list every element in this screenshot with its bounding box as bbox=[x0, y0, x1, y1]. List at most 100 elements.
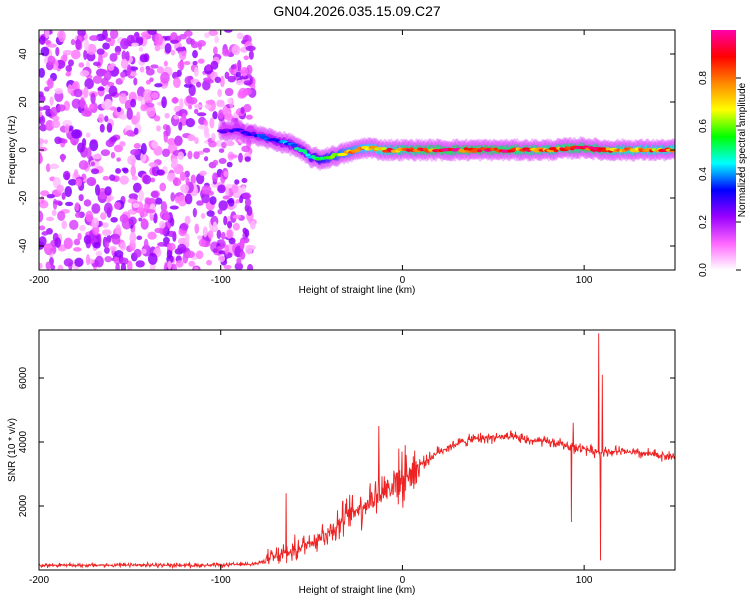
noise-blob bbox=[92, 75, 103, 84]
noise-blob bbox=[102, 42, 110, 50]
noise-blob bbox=[109, 30, 119, 39]
noise-blob bbox=[173, 115, 179, 120]
noise-blob bbox=[138, 46, 144, 52]
noise-blob bbox=[164, 42, 172, 54]
noise-blob bbox=[85, 132, 91, 138]
noise-blob bbox=[39, 124, 47, 132]
noise-blob bbox=[39, 67, 45, 78]
noise-blob bbox=[170, 192, 176, 202]
noise-blob bbox=[115, 224, 122, 237]
noise-blob bbox=[109, 106, 117, 111]
noise-blob bbox=[54, 237, 62, 248]
noise-blob bbox=[110, 151, 116, 159]
noise-blob bbox=[77, 142, 85, 153]
noise-blob bbox=[77, 232, 82, 241]
noise-blob bbox=[240, 66, 248, 77]
noise-blob bbox=[39, 225, 46, 231]
noise-blob bbox=[107, 64, 115, 71]
noise-blob bbox=[201, 184, 212, 195]
noise-blob bbox=[70, 38, 76, 46]
noise-blob bbox=[136, 36, 144, 43]
snr-x-axis: -200 -100 0 100 bbox=[29, 330, 593, 586]
noise-blob bbox=[85, 210, 94, 223]
noise-blob bbox=[49, 96, 54, 106]
noise-blob bbox=[136, 235, 143, 241]
noise-blob bbox=[177, 151, 185, 160]
noise-blob bbox=[205, 63, 212, 72]
noise-blob bbox=[155, 197, 163, 205]
noise-blob bbox=[167, 260, 172, 270]
noise-blob bbox=[197, 58, 205, 64]
noise-blob bbox=[73, 247, 82, 252]
noise-blob bbox=[222, 105, 229, 116]
noise-blob bbox=[138, 189, 145, 202]
noise-blob bbox=[91, 225, 100, 236]
noise-blob bbox=[218, 148, 225, 153]
noise-blob bbox=[202, 226, 208, 238]
noise-blob bbox=[109, 52, 118, 62]
noise-blob bbox=[103, 202, 113, 215]
noise-blob bbox=[68, 179, 77, 186]
noise-blob bbox=[84, 39, 90, 52]
noise-blob bbox=[193, 66, 199, 77]
noise-blob bbox=[241, 185, 246, 195]
noise-blob bbox=[51, 120, 61, 129]
noise-blob bbox=[212, 221, 218, 232]
noise-blob bbox=[240, 106, 245, 115]
noise-blob bbox=[212, 172, 218, 183]
noise-blob bbox=[213, 46, 218, 55]
noise-blob bbox=[120, 58, 129, 69]
ridge-core bbox=[250, 131, 257, 136]
noise-blob bbox=[194, 137, 199, 144]
noise-blob bbox=[93, 61, 101, 66]
noise-blob bbox=[223, 30, 233, 33]
noise-blob bbox=[57, 264, 64, 270]
snr-panel: -200 -100 0 100 2000 4000 6000 Height of stra… bbox=[7, 329, 676, 596]
noise-blob bbox=[223, 215, 228, 226]
noise-blob bbox=[148, 162, 158, 168]
x-tick-label: 0 bbox=[400, 275, 406, 286]
noise-blob bbox=[190, 174, 196, 184]
noise-blob bbox=[104, 115, 109, 122]
noise-blob bbox=[44, 30, 50, 39]
noise-blob bbox=[78, 194, 84, 202]
noise-blob bbox=[86, 43, 97, 55]
noise-blob bbox=[130, 98, 137, 108]
noise-blob bbox=[172, 177, 182, 187]
noise-blob bbox=[218, 158, 227, 165]
snr-plot-area bbox=[39, 333, 675, 570]
noise-blob bbox=[154, 83, 163, 88]
noise-blob bbox=[224, 87, 234, 97]
noise-blob bbox=[137, 95, 143, 102]
noise-blob bbox=[227, 197, 235, 207]
noise-blob bbox=[242, 192, 251, 200]
noise-blob bbox=[217, 88, 223, 98]
noise-blob bbox=[245, 244, 253, 255]
snr-y-axis: 2000 4000 6000 bbox=[18, 366, 675, 517]
noise-blob bbox=[187, 134, 196, 142]
noise-blob bbox=[198, 238, 207, 247]
noise-blob bbox=[115, 51, 121, 56]
noise-blob bbox=[160, 201, 168, 213]
snr-series-line bbox=[39, 333, 675, 570]
noise-blob bbox=[47, 77, 54, 89]
noise-blob bbox=[175, 111, 184, 117]
noise-blob bbox=[223, 170, 229, 178]
noise-blob bbox=[115, 78, 124, 85]
noise-blob bbox=[45, 40, 52, 45]
noise-blob bbox=[246, 64, 253, 75]
noise-blob bbox=[171, 97, 179, 104]
noise-blob bbox=[119, 175, 129, 185]
noise-blob bbox=[211, 132, 216, 142]
noise-blob bbox=[118, 257, 129, 265]
noise-blob bbox=[116, 106, 122, 113]
noise-blob bbox=[98, 113, 105, 123]
noise-blob bbox=[208, 30, 219, 36]
noise-blob bbox=[75, 178, 83, 187]
noise-blob bbox=[74, 202, 80, 212]
noise-blob bbox=[228, 237, 236, 245]
noise-blob bbox=[89, 103, 95, 110]
noise-blob bbox=[39, 94, 46, 103]
noise-blob bbox=[249, 220, 256, 230]
noise-blob bbox=[101, 30, 108, 40]
